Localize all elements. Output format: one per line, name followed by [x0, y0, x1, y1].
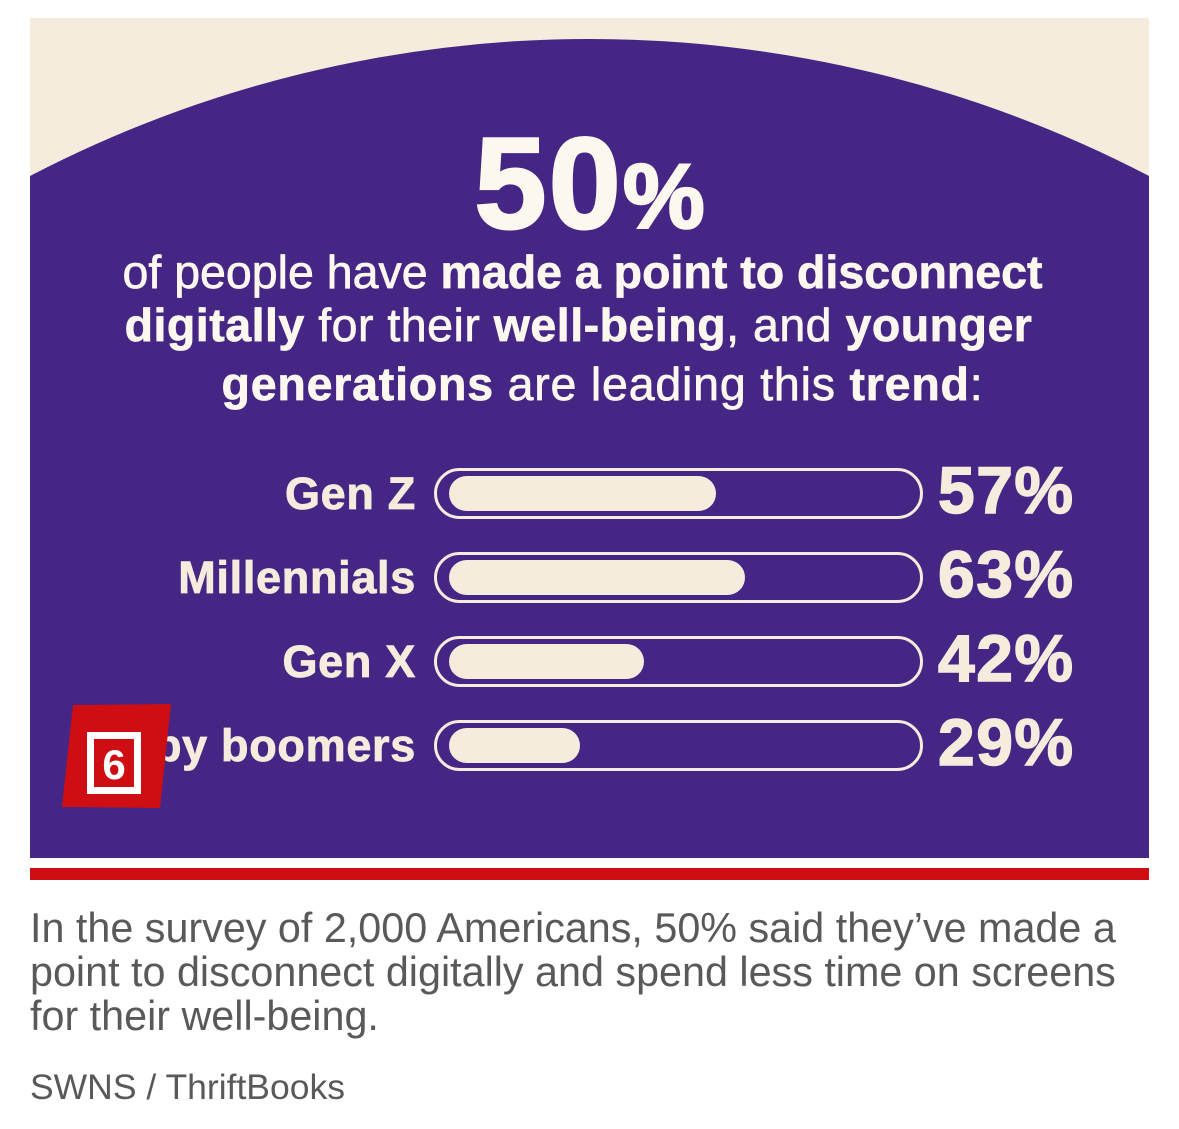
svg-text:6: 6	[102, 741, 125, 788]
